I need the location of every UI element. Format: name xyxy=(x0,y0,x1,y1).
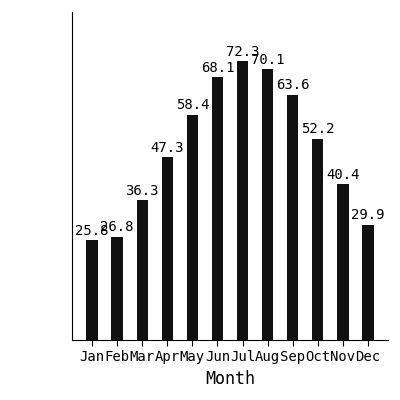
Text: 63.6: 63.6 xyxy=(276,78,310,92)
Text: 40.4: 40.4 xyxy=(326,168,360,182)
Bar xyxy=(337,184,348,340)
X-axis label: Month: Month xyxy=(205,370,255,388)
Text: 68.1: 68.1 xyxy=(201,61,234,75)
Bar xyxy=(162,158,173,340)
Bar xyxy=(237,61,248,340)
Bar xyxy=(287,94,298,340)
Bar xyxy=(86,240,98,340)
Text: 58.4: 58.4 xyxy=(176,98,209,112)
Bar xyxy=(262,70,273,340)
Text: 36.3: 36.3 xyxy=(126,184,159,198)
Text: 29.9: 29.9 xyxy=(351,208,385,222)
Text: 26.8: 26.8 xyxy=(100,220,134,234)
Bar xyxy=(362,225,374,340)
Bar xyxy=(212,77,223,340)
Text: 47.3: 47.3 xyxy=(150,141,184,155)
Text: 72.3: 72.3 xyxy=(226,45,259,59)
Bar xyxy=(112,236,123,340)
Text: 70.1: 70.1 xyxy=(251,53,284,67)
Bar xyxy=(136,200,148,340)
Bar xyxy=(187,115,198,340)
Bar xyxy=(312,138,324,340)
Text: 25.8: 25.8 xyxy=(75,224,109,238)
Text: 52.2: 52.2 xyxy=(301,122,334,136)
